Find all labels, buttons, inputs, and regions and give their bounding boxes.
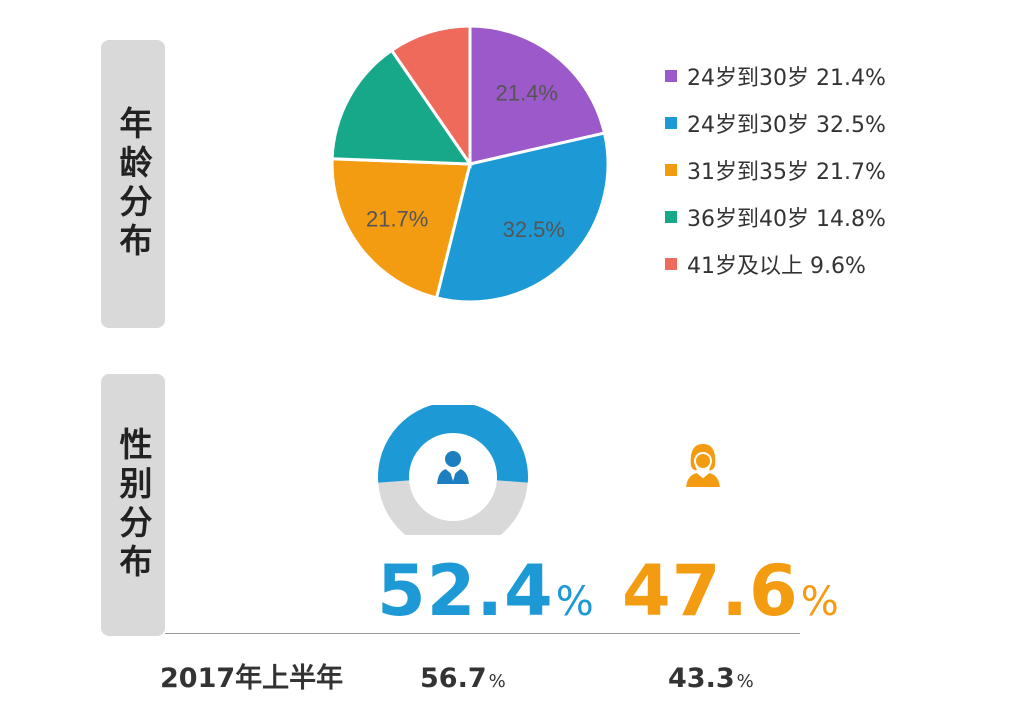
legend-label: 24岁到30岁 32.5% [687,112,886,138]
comparison-female-unit: % [736,671,754,692]
pie-slice-3 [330,157,472,300]
legend-swatch [665,163,677,176]
pie-slice-label-2: 32.5% [503,217,565,242]
legend-item: 36岁到40岁 14.8% [665,193,886,240]
pie-slice-label-3: 21.7% [366,207,428,232]
comparison-male-value: 56.7% [420,665,506,692]
legend-swatch [665,210,677,223]
pie-slice-label-1: 21.4% [496,81,558,106]
gender-section-title: 性别分布 [114,427,153,583]
age-section-label: 年龄分布 [101,40,165,328]
male-percentage: 52.4% [377,556,595,626]
comparison-male-unit: % [488,671,506,692]
legend-label: 41岁及以上 9.6% [687,253,866,279]
legend-item: 31岁到35岁 21.7% [665,146,886,193]
male-percentage-value: 52.4 [377,550,554,632]
legend-swatch [665,257,677,270]
legend-item: 24岁到30岁 32.5% [665,99,886,146]
donut-male-arc [378,405,528,483]
age-pie-chart: 21.4% 32.5% 21.7% [330,24,610,304]
legend-label: 24岁到30岁 21.4% [687,65,886,91]
comparison-period-label: 2017年上半年 [160,663,344,694]
male-donut-chart [378,405,528,535]
female-percentage-value: 47.6 [622,550,799,632]
legend-swatch [665,116,677,129]
age-legend: 24岁到30岁 21.4% 24岁到30岁 32.5% 31岁到35岁 21.7% 3… [665,52,886,287]
female-percentage: 47.6% [622,556,840,626]
legend-label: 36岁到40岁 14.8% [687,206,886,232]
female-percentage-unit: % [800,579,840,625]
female-user-icon [683,444,723,489]
legend-swatch [665,69,677,82]
comparison-male-number: 56.7 [420,663,487,694]
comparison-female-number: 43.3 [668,663,735,694]
pie-slice-2 [434,131,610,304]
donut-remainder-arc [378,480,528,535]
legend-item: 24岁到30岁 21.4% [665,52,886,99]
divider [165,633,800,634]
pie-slice-5 [389,24,472,169]
pie-slice-4 [330,48,473,166]
legend-label: 31岁到35岁 21.7% [687,159,886,185]
gender-section-label: 性别分布 [101,374,165,636]
male-user-icon [434,449,472,486]
comparison-female-value: 43.3% [668,665,754,692]
pie-slice-1 [468,24,607,166]
legend-item: 41岁及以上 9.6% [665,240,886,287]
male-percentage-unit: % [555,579,595,625]
age-section-title: 年龄分布 [114,106,153,262]
